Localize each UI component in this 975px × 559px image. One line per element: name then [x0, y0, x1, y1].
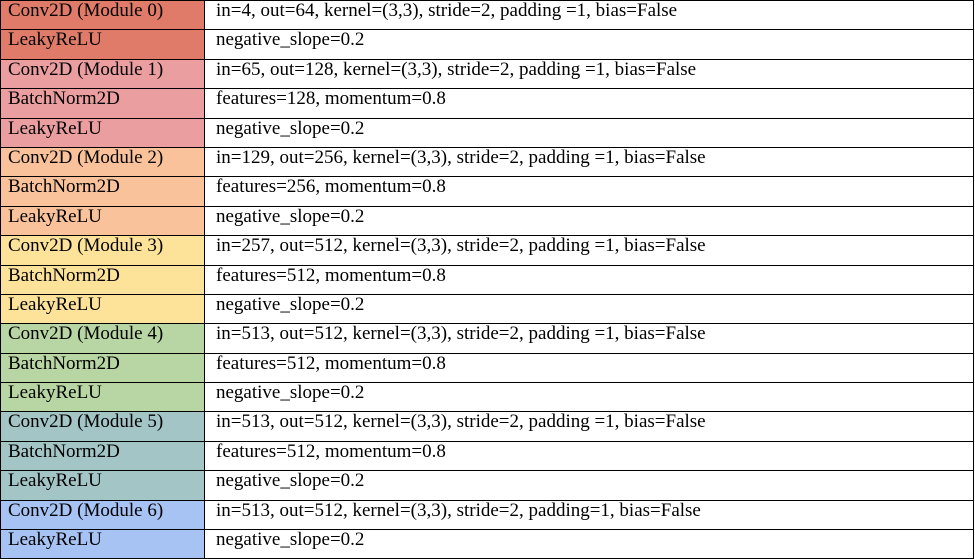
table-row: BatchNorm2D features=512, momentum=0.8 — [0, 264, 974, 295]
layer-params-cell: in=4, out=64, kernel=(3,3), stride=2, pa… — [204, 0, 974, 31]
table-row: BatchNorm2D features=256, momentum=0.8 — [0, 176, 974, 207]
layer-name-cell: Conv2D (Module 4) — [0, 323, 205, 354]
table-row: LeakyReLU negative_slope=0.2 — [0, 205, 974, 237]
layer-params-cell: negative_slope=0.2 — [204, 470, 974, 501]
layer-name-cell: LeakyReLU — [0, 205, 205, 237]
table-row: LeakyReLU negative_slope=0.2 — [0, 293, 974, 325]
layer-params-cell: features=512, momentum=0.8 — [204, 264, 974, 295]
layer-params-cell: negative_slope=0.2 — [204, 293, 974, 325]
table-row: Conv2D (Module 2) in=129, out=256, kernel… — [0, 146, 974, 178]
table-row: Conv2D (Module 4) in=513, out=512, kernel… — [0, 323, 974, 354]
layer-name-cell: LeakyReLU — [0, 29, 205, 60]
table-row: BatchNorm2D features=512, momentum=0.8 — [0, 440, 974, 472]
layer-name-cell: LeakyReLU — [0, 470, 205, 501]
layer-params-cell: negative_slope=0.2 — [204, 205, 974, 237]
layer-name-cell: Conv2D (Module 6) — [0, 499, 205, 531]
layer-params-cell: features=512, momentum=0.8 — [204, 440, 974, 472]
layer-params-cell: negative_slope=0.2 — [204, 529, 974, 559]
layer-name-cell: LeakyReLU — [0, 293, 205, 325]
table-row: LeakyReLU negative_slope=0.2 — [0, 470, 974, 501]
layer-params-cell: in=513, out=512, kernel=(3,3), stride=2,… — [204, 323, 974, 354]
layer-name-cell: LeakyReLU — [0, 117, 205, 148]
table-row: LeakyReLU negative_slope=0.2 — [0, 529, 974, 559]
table-row: Conv2D (Module 1) in=65, out=128, kernel=… — [0, 58, 974, 90]
layer-name-cell: LeakyReLU — [0, 382, 205, 413]
table-row: Conv2D (Module 5) in=513, out=512, kernel… — [0, 411, 974, 442]
layer-name-cell: Conv2D (Module 3) — [0, 235, 205, 266]
table-row: Conv2D (Module 0) in=4, out=64, kernel=(3… — [0, 0, 974, 31]
table-row: LeakyReLU negative_slope=0.2 — [0, 29, 974, 60]
table-row: BatchNorm2D features=512, momentum=0.8 — [0, 352, 974, 384]
layer-name-cell: BatchNorm2D — [0, 88, 205, 119]
layer-name-cell: BatchNorm2D — [0, 352, 205, 384]
layer-name-cell: BatchNorm2D — [0, 440, 205, 472]
layer-name-cell: LeakyReLU — [0, 529, 205, 559]
table-row: LeakyReLU negative_slope=0.2 — [0, 382, 974, 413]
table-row: Conv2D (Module 6) in=513, out=512, kernel… — [0, 499, 974, 531]
layer-params-cell: features=128, momentum=0.8 — [204, 88, 974, 119]
layer-name-cell: BatchNorm2D — [0, 176, 205, 207]
layer-name-cell: Conv2D (Module 5) — [0, 411, 205, 442]
table-row: LeakyReLU negative_slope=0.2 — [0, 117, 974, 148]
layer-name-cell: Conv2D (Module 2) — [0, 146, 205, 178]
layer-name-cell: BatchNorm2D — [0, 264, 205, 295]
layer-name-cell: Conv2D (Module 0) — [0, 0, 205, 31]
layer-params-cell: in=129, out=256, kernel=(3,3), stride=2,… — [204, 146, 974, 178]
layer-params-cell: features=512, momentum=0.8 — [204, 352, 974, 384]
layer-params-cell: in=65, out=128, kernel=(3,3), stride=2, … — [204, 58, 974, 90]
layer-params-cell: in=513, out=512, kernel=(3,3), stride=2,… — [204, 411, 974, 442]
layer-params-cell: in=257, out=512, kernel=(3,3), stride=2,… — [204, 235, 974, 266]
table-row: Conv2D (Module 3) in=257, out=512, kernel… — [0, 235, 974, 266]
layer-params-cell: features=256, momentum=0.8 — [204, 176, 974, 207]
layer-name-cell: Conv2D (Module 1) — [0, 58, 205, 90]
layer-params-cell: in=513, out=512, kernel=(3,3), stride=2,… — [204, 499, 974, 531]
layer-params-cell: negative_slope=0.2 — [204, 382, 974, 413]
table-row: BatchNorm2D features=128, momentum=0.8 — [0, 88, 974, 119]
layer-params-cell: negative_slope=0.2 — [204, 117, 974, 148]
layer-params-cell: negative_slope=0.2 — [204, 29, 974, 60]
